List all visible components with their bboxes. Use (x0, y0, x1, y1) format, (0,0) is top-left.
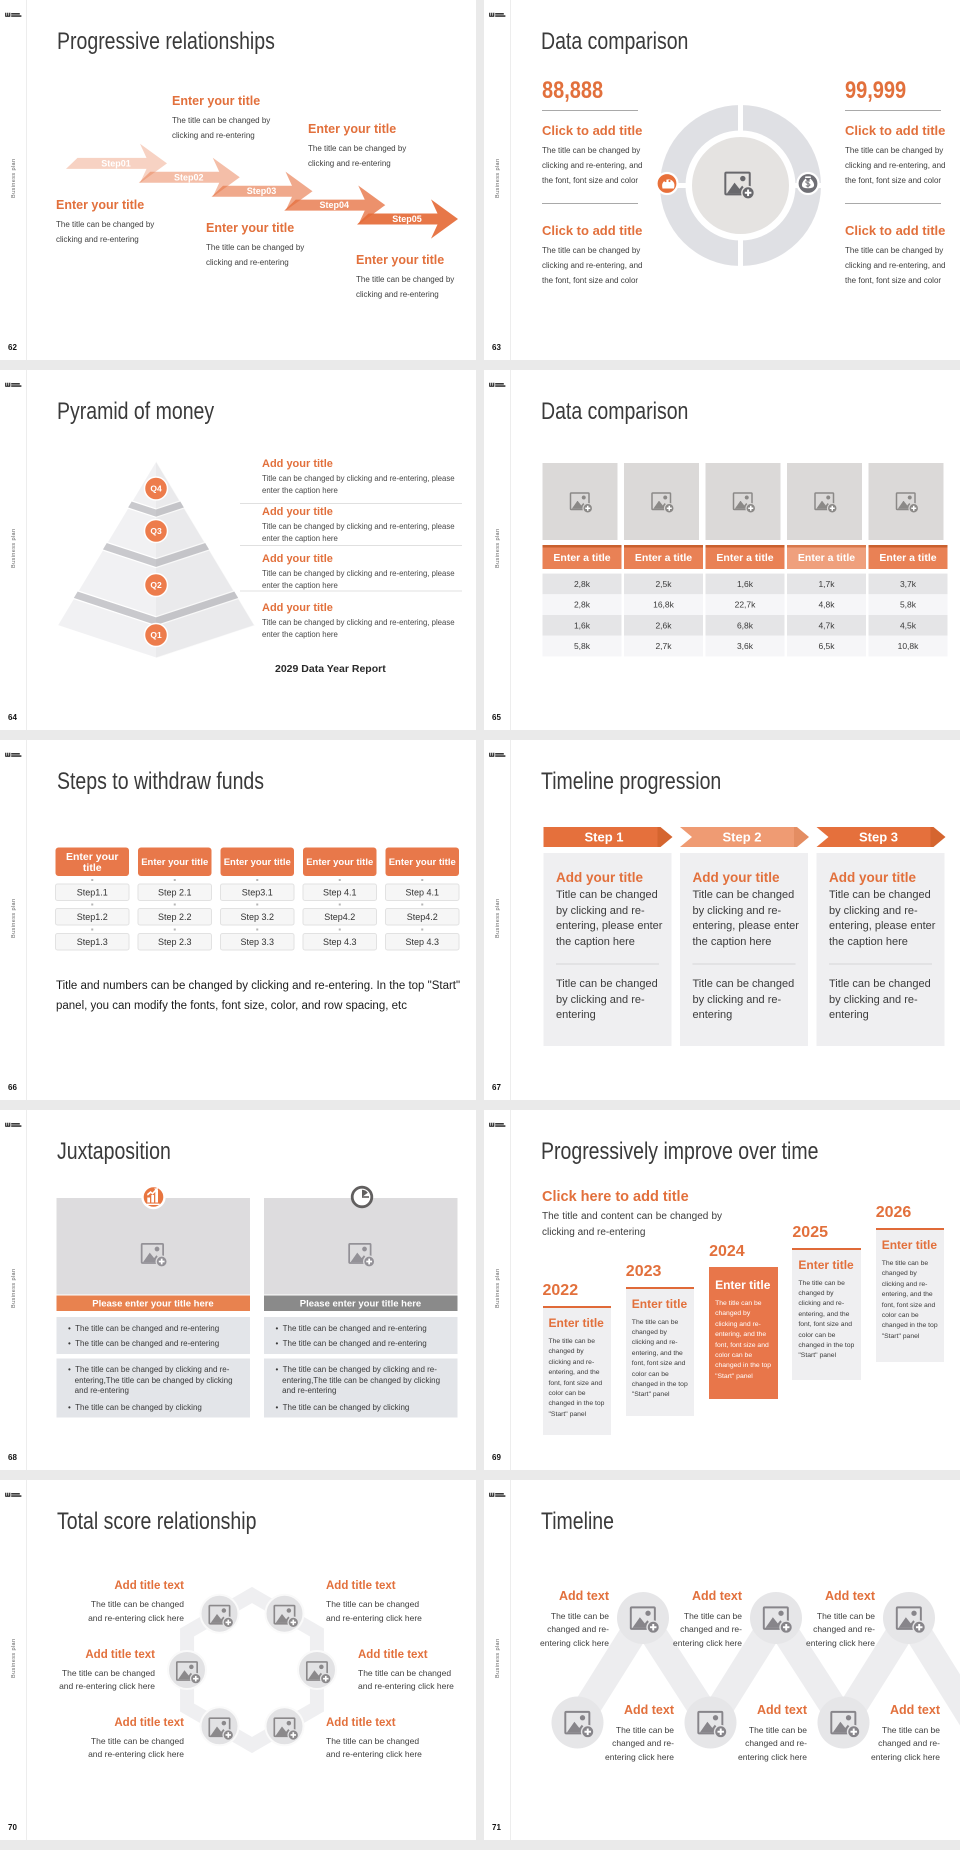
svg-text:6,5k: 6,5k (818, 641, 835, 651)
svg-text:Step1.1: Step1.1 (77, 888, 108, 898)
svg-text:1,6k: 1,6k (737, 579, 754, 589)
svg-text:Step02: Step02 (174, 172, 204, 182)
svg-text:Step 2.2: Step 2.2 (158, 912, 192, 922)
svg-text:Step 4.1: Step 4.1 (323, 888, 357, 898)
svg-text:2,7k: 2,7k (655, 641, 672, 651)
svg-text:Step4.2: Step4.2 (324, 912, 355, 922)
svg-text:10,8k: 10,8k (898, 641, 920, 651)
svg-text:Enter your: Enter your (66, 851, 119, 863)
svg-text:22,7k: 22,7k (735, 600, 757, 610)
svg-text:1,6k: 1,6k (574, 620, 591, 630)
svg-text:Enter a title: Enter a title (879, 552, 936, 564)
svg-text:Please enter your title here: Please enter your title here (300, 1299, 421, 1310)
svg-text:Q3: Q3 (150, 526, 162, 536)
svg-text:3,7k: 3,7k (900, 579, 917, 589)
svg-text:Q2: Q2 (150, 580, 162, 590)
svg-text:Step 2: Step 2 (722, 830, 761, 845)
svg-text:2,8k: 2,8k (574, 600, 591, 610)
svg-text:Step 1: Step 1 (584, 830, 623, 845)
svg-text:5,8k: 5,8k (900, 600, 917, 610)
svg-text:Enter your title: Enter your title (389, 857, 456, 868)
svg-text:Step03: Step03 (247, 186, 277, 196)
svg-text:Enter a title: Enter a title (716, 552, 773, 564)
svg-text:Enter a title: Enter a title (553, 552, 610, 564)
svg-text:2,6k: 2,6k (655, 620, 672, 630)
svg-text:Step 4.3: Step 4.3 (405, 937, 439, 947)
svg-text:Step01: Step01 (101, 158, 131, 168)
svg-text:Enter your title: Enter your title (306, 857, 373, 868)
svg-text:Step3.1: Step3.1 (242, 888, 273, 898)
svg-text:4,5k: 4,5k (900, 620, 917, 630)
svg-text:16,8k: 16,8k (653, 600, 675, 610)
svg-text:4,8k: 4,8k (818, 600, 835, 610)
svg-text:Step 3.2: Step 3.2 (240, 912, 274, 922)
svg-text:Step05: Step05 (392, 214, 422, 224)
svg-text:Enter a title: Enter a title (635, 552, 692, 564)
svg-text:Enter your title: Enter your title (224, 857, 291, 868)
svg-text:Q1: Q1 (150, 630, 162, 640)
svg-text:Enter your title: Enter your title (141, 857, 208, 868)
svg-text:Step 3.3: Step 3.3 (240, 937, 274, 947)
svg-text:Enter a title: Enter a title (798, 552, 855, 564)
svg-text:Step 3: Step 3 (859, 830, 898, 845)
svg-text:Q4: Q4 (150, 484, 162, 494)
svg-text:6,8k: 6,8k (737, 620, 754, 630)
svg-text:Step4.2: Step4.2 (407, 912, 438, 922)
svg-text:Step04: Step04 (319, 200, 349, 210)
svg-text:Please enter your title here: Please enter your title here (92, 1299, 213, 1310)
svg-text:Step1.2: Step1.2 (77, 912, 108, 922)
svg-text:4,7k: 4,7k (818, 620, 835, 630)
svg-text:Step 4.3: Step 4.3 (323, 937, 357, 947)
svg-text:2,5k: 2,5k (655, 579, 672, 589)
svg-text:Step1.3: Step1.3 (77, 937, 108, 947)
svg-text:3,6k: 3,6k (737, 641, 754, 651)
svg-text:5,8k: 5,8k (574, 641, 591, 651)
svg-text:title: title (83, 862, 102, 874)
svg-text:1,7k: 1,7k (818, 579, 835, 589)
svg-text:2,8k: 2,8k (574, 579, 591, 589)
svg-text:Step 2.3: Step 2.3 (158, 937, 192, 947)
svg-text:Step 4.1: Step 4.1 (405, 888, 439, 898)
svg-text:Step 2.1: Step 2.1 (158, 888, 192, 898)
